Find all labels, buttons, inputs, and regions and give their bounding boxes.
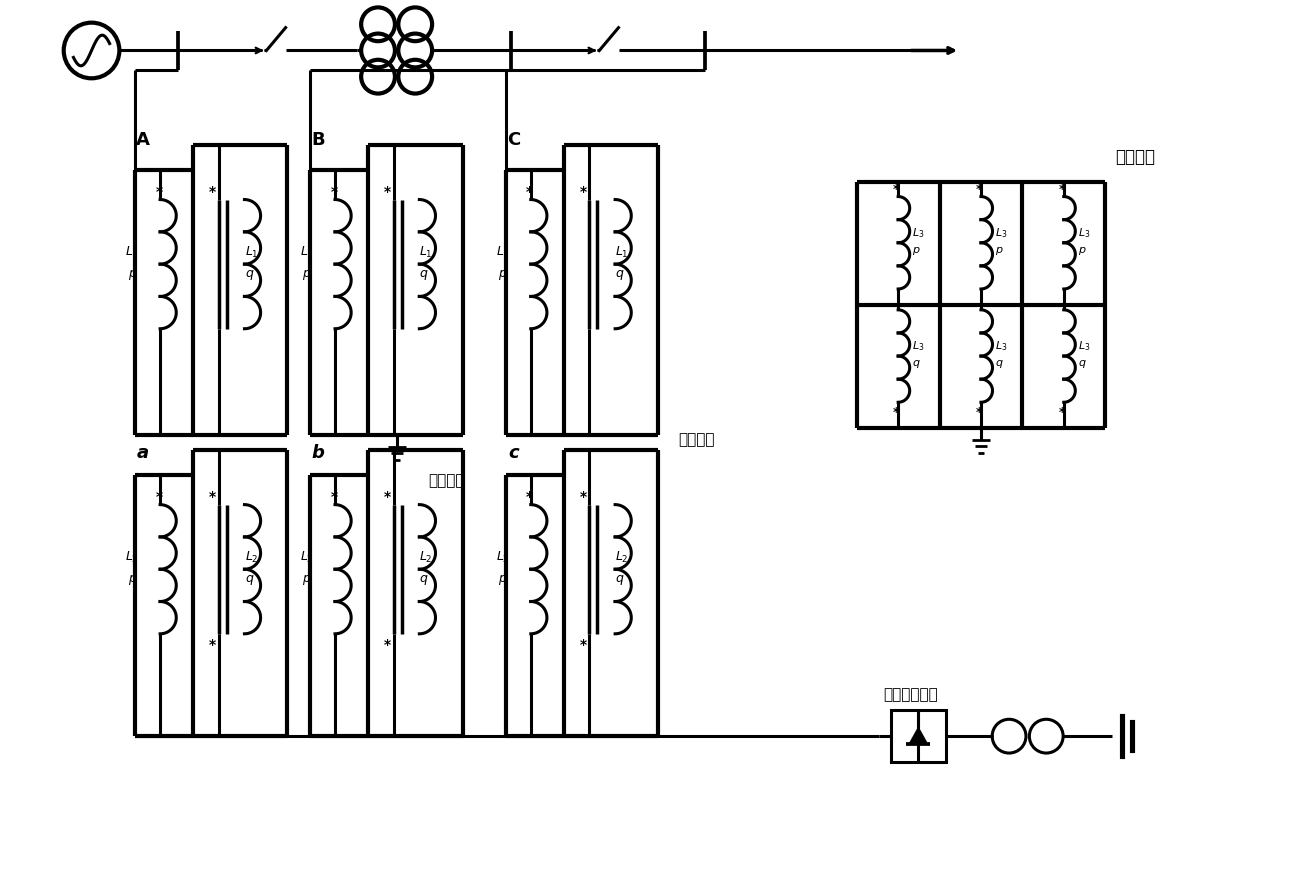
Text: $p$: $p$ [995, 245, 1003, 256]
Text: *: * [975, 406, 982, 419]
Text: $p$: $p$ [303, 573, 312, 587]
Text: *: * [975, 182, 982, 196]
Text: *: * [210, 184, 216, 198]
Text: $L_1$: $L_1$ [496, 245, 510, 260]
Text: $L_3$: $L_3$ [912, 339, 924, 353]
Text: *: * [526, 490, 534, 504]
Text: $q$: $q$ [245, 573, 254, 587]
Text: $p$: $p$ [498, 573, 507, 587]
Text: B: B [311, 131, 325, 149]
Text: $q$: $q$ [995, 358, 1003, 370]
Text: *: * [579, 638, 587, 651]
Text: A: A [136, 131, 151, 149]
Text: $q$: $q$ [245, 268, 254, 282]
Text: $p$: $p$ [912, 245, 920, 256]
Text: $p$: $p$ [1078, 245, 1087, 256]
Text: *: * [1058, 406, 1065, 419]
Text: $p$: $p$ [127, 268, 136, 282]
Text: $L_1$: $L_1$ [420, 245, 433, 260]
Text: c: c [509, 444, 519, 462]
Text: 控制绕组: 控制绕组 [678, 433, 714, 448]
Text: $q$: $q$ [615, 573, 625, 587]
Bar [891, 710, 945, 762]
Text: *: * [579, 184, 587, 198]
Text: $L_3$: $L_3$ [912, 226, 924, 239]
Text: $L_1$: $L_1$ [615, 245, 629, 260]
Text: 补唇绕组: 补唇绕组 [1116, 148, 1155, 166]
Text: 直流励磁系统: 直流励磁系统 [884, 687, 939, 702]
Text: $p$: $p$ [498, 268, 507, 282]
Text: $L_1$: $L_1$ [300, 245, 315, 260]
Text: *: * [526, 184, 534, 198]
Text: *: * [330, 184, 337, 198]
Text: $L_2$: $L_2$ [300, 550, 313, 565]
Text: $q$: $q$ [420, 268, 429, 282]
Text: $q$: $q$ [912, 358, 920, 370]
Text: $L_1$: $L_1$ [126, 245, 139, 260]
Text: *: * [384, 184, 391, 198]
Text: $L_2$: $L_2$ [126, 550, 139, 565]
Text: $q$: $q$ [1078, 358, 1087, 370]
Text: $L_2$: $L_2$ [615, 550, 629, 565]
Text: *: * [1058, 182, 1065, 196]
Text: $L_3$: $L_3$ [995, 226, 1007, 239]
Text: $q$: $q$ [615, 268, 625, 282]
Text: $L_1$: $L_1$ [245, 245, 258, 260]
Text: *: * [330, 490, 337, 504]
Text: *: * [210, 638, 216, 651]
Text: $p$: $p$ [303, 268, 312, 282]
Text: *: * [156, 184, 163, 198]
Text: $q$: $q$ [420, 573, 429, 587]
Text: a: a [138, 444, 149, 462]
Text: $p$: $p$ [127, 573, 136, 587]
Text: $L_2$: $L_2$ [245, 550, 258, 565]
Text: *: * [210, 490, 216, 504]
Text: $L_2$: $L_2$ [496, 550, 510, 565]
Polygon shape [909, 726, 928, 744]
Text: $L_3$: $L_3$ [1078, 339, 1091, 353]
Text: $L_3$: $L_3$ [1078, 226, 1091, 239]
Text: *: * [579, 490, 587, 504]
Text: 网侧绕组: 网侧绕组 [429, 473, 464, 488]
Text: $L_3$: $L_3$ [995, 339, 1007, 353]
Text: *: * [156, 490, 163, 504]
Text: C: C [507, 131, 520, 149]
Text: *: * [384, 638, 391, 651]
Text: *: * [893, 182, 899, 196]
Text: $L_2$: $L_2$ [420, 550, 433, 565]
Text: *: * [384, 490, 391, 504]
Text: b: b [312, 444, 325, 462]
Text: *: * [893, 406, 899, 419]
